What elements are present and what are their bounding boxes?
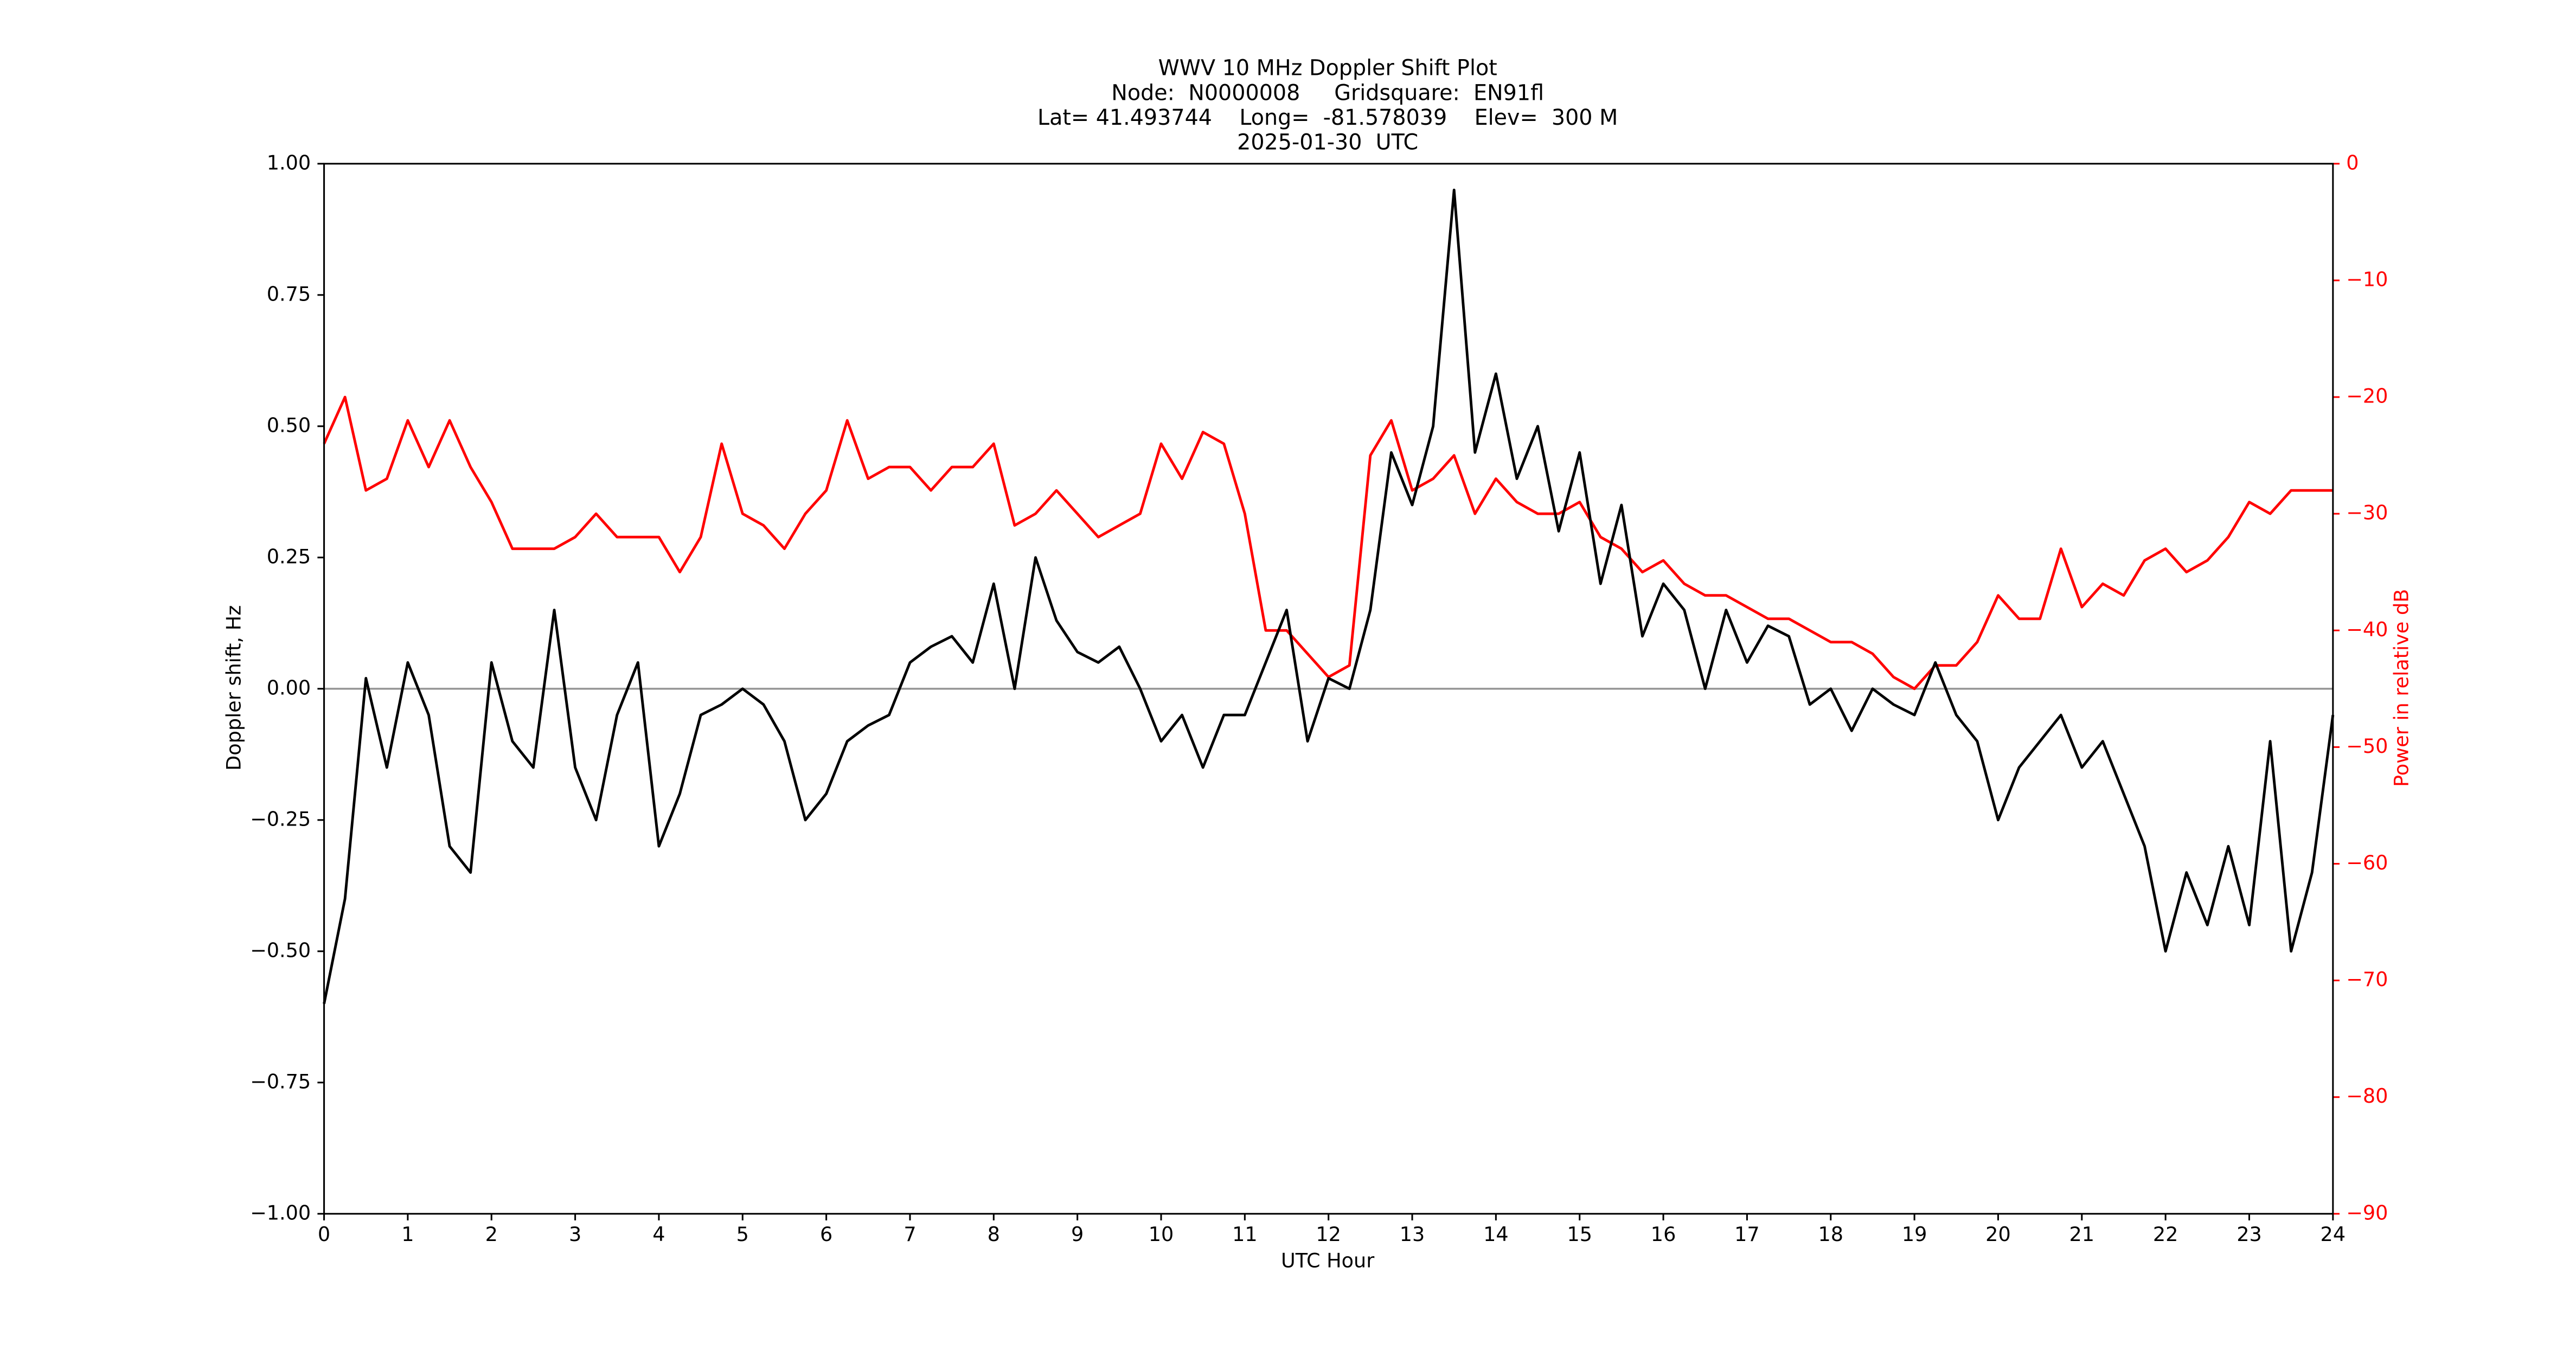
x-tick-label: 22 <box>2153 1223 2178 1246</box>
x-tick-label: 11 <box>1232 1223 1258 1246</box>
y2-tick-label: −70 <box>2346 968 2388 991</box>
x-tick-label: 6 <box>820 1223 832 1246</box>
y-tick-label: −0.25 <box>250 807 311 830</box>
chart-title: WWV 10 MHz Doppler Shift Plot <box>1158 56 1497 81</box>
x-tick-label: 19 <box>1902 1223 1927 1246</box>
y2-tick-label: −50 <box>2346 734 2388 758</box>
chart-subtitle: Lat= 41.493744 Long= -81.578039 Elev= 30… <box>1037 105 1618 130</box>
x-tick-label: 13 <box>1400 1223 1425 1246</box>
x-tick-label: 2 <box>485 1223 498 1246</box>
y-tick-label: 0.25 <box>267 545 311 568</box>
y2-tick-label: −40 <box>2346 618 2388 641</box>
y-tick-label: −0.50 <box>250 938 311 962</box>
x-tick-label: 18 <box>1818 1223 1843 1246</box>
y2-tick-label: 0 <box>2346 151 2359 174</box>
y-tick-label: −0.75 <box>250 1070 311 1093</box>
y-tick-label: 1.00 <box>267 151 311 174</box>
x-tick-label: 0 <box>318 1223 330 1246</box>
chart-subtitle: 2025-01-30 UTC <box>1237 130 1418 155</box>
x-tick-label: 14 <box>1483 1223 1509 1246</box>
x-tick-label: 15 <box>1567 1223 1592 1246</box>
x-tick-label: 23 <box>2237 1223 2262 1246</box>
x-tick-label: 24 <box>2321 1223 2346 1246</box>
plot-frame <box>323 163 2334 1215</box>
y2-tick-label: −80 <box>2346 1084 2388 1108</box>
y2-tick-label: −10 <box>2346 267 2388 291</box>
y2-tick-label: −90 <box>2346 1201 2388 1224</box>
y-tick-label: −1.00 <box>250 1201 311 1224</box>
chart-subtitle: Node: N0000008 Gridsquare: EN91fl <box>1111 80 1544 105</box>
x-tick-label: 8 <box>988 1223 1000 1246</box>
x-tick-label: 3 <box>569 1223 581 1246</box>
y2-tick-label: −20 <box>2346 385 2388 408</box>
x-axis-label: UTC Hour <box>1281 1249 1375 1272</box>
x-tick-label: 5 <box>736 1223 749 1246</box>
x-tick-label: 7 <box>903 1223 916 1246</box>
y2-tick-label: −30 <box>2346 501 2388 525</box>
data-line <box>323 188 2335 1005</box>
x-tick-label: 17 <box>1734 1223 1760 1246</box>
x-tick-label: 4 <box>652 1223 665 1246</box>
x-tick-label: 10 <box>1149 1223 1174 1246</box>
x-tick-label: 12 <box>1316 1223 1341 1246</box>
x-tick-label: 9 <box>1071 1223 1084 1246</box>
x-tick-label: 21 <box>2069 1223 2095 1246</box>
y-tick-label: 0.50 <box>267 413 311 437</box>
y-tick-label: 0.75 <box>267 282 311 305</box>
x-tick-label: 1 <box>401 1223 414 1246</box>
y-axis-label: Doppler shift, Hz <box>222 605 245 771</box>
y-tick-label: 0.00 <box>267 676 311 699</box>
x-tick-label: 20 <box>1985 1223 2011 1246</box>
y2-axis-label: Power in relative dB <box>2389 589 2413 787</box>
x-tick-label: 16 <box>1651 1223 1676 1246</box>
y2-tick-label: −60 <box>2346 851 2388 874</box>
